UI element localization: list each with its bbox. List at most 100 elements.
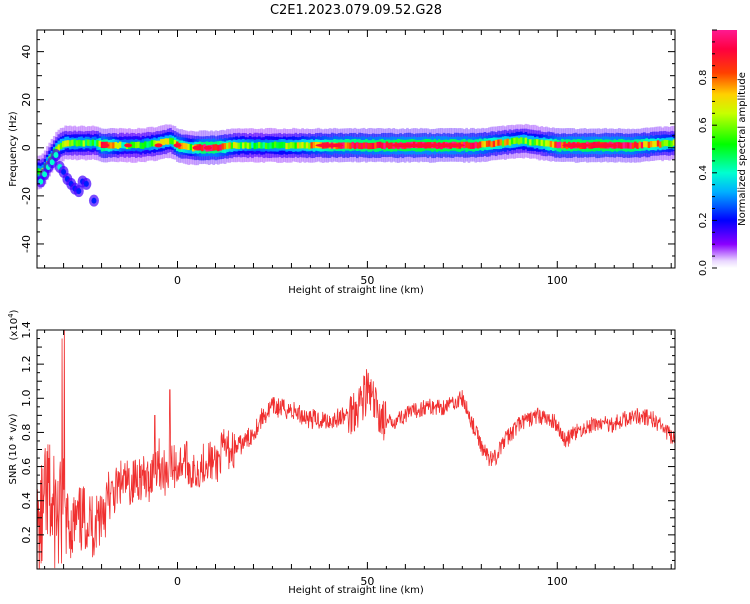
- heatmap-cell: [49, 159, 55, 166]
- heatmap-cell: [410, 143, 439, 148]
- heatmap-cell: [264, 142, 268, 149]
- heatmap-cell: [42, 171, 48, 178]
- y-tick-label: 20: [20, 93, 33, 107]
- heatmap-cell: [387, 142, 391, 149]
- chart-title: C2E1.2023.079.09.52.G28: [270, 3, 442, 18]
- heatmap-cell: [119, 141, 122, 148]
- heatmap-cell: [164, 138, 168, 145]
- heatmap-cell: [180, 142, 184, 150]
- heatmap-cell: [668, 140, 671, 147]
- heatmap-cell: [556, 142, 560, 149]
- heatmap-cell: [75, 140, 79, 147]
- heatmap-cell: [66, 140, 70, 147]
- y-tick-label: 0.6: [20, 458, 33, 476]
- heatmap-cell: [515, 137, 519, 144]
- heatmap-cell: [296, 142, 300, 149]
- heatmap-cell: [305, 142, 309, 149]
- heatmap-cell: [148, 141, 152, 148]
- heatmap-cell: [78, 139, 81, 147]
- heatmap-cell: [53, 152, 59, 159]
- heatmap-cell: [173, 139, 177, 147]
- heatmap-cell: [638, 141, 642, 148]
- heatmap-cell: [522, 137, 525, 145]
- heatmap-cell: [139, 142, 143, 149]
- heatmap-cell: [101, 143, 110, 148]
- spectrogram-ticks: 0 50 100 40 20 0 -20 -40: [20, 30, 675, 287]
- heatmap-cell: [365, 142, 368, 149]
- heatmap-cell: [38, 178, 44, 185]
- heatmap-cell: [80, 140, 83, 147]
- snr-y-label: SNR (10 * v/v): [8, 413, 19, 484]
- heatmap-cell: [636, 142, 639, 149]
- heatmap-cell: [154, 143, 163, 148]
- heatmap-cell: [192, 145, 201, 150]
- heatmap-cell: [474, 141, 478, 148]
- heatmap-cell: [647, 141, 651, 149]
- heatmap-cell: [654, 140, 658, 148]
- heatmap-cell: [137, 141, 140, 148]
- heatmap-cell: [219, 144, 222, 151]
- heatmap-cell: [299, 142, 302, 149]
- snr-y-multiplier: (x104): [7, 309, 20, 340]
- heatmap-cell: [68, 140, 72, 147]
- heatmap-cell: [114, 141, 118, 149]
- colorbar-gradient: [712, 30, 737, 268]
- snr-ticks: 0 50 100 0.2 0.4 0.6 0.8 1.0 1.2 1.4: [20, 321, 675, 588]
- heatmap-cell: [533, 139, 537, 146]
- colorbar-ticks: 0.0 0.2 0.4 0.6 0.8: [698, 29, 717, 276]
- heatmap-cell: [436, 143, 465, 148]
- heatmap-cell: [483, 141, 487, 148]
- heatmap-cell: [255, 142, 259, 149]
- heatmap-cell: [376, 141, 380, 149]
- heatmap-cell: [185, 143, 188, 150]
- x-tick-label: 50: [360, 575, 374, 588]
- heatmap-cell: [315, 143, 344, 148]
- heatmap-cell: [59, 142, 63, 150]
- heatmap-cell: [235, 142, 238, 149]
- heatmap-cell: [242, 142, 245, 149]
- heatmap-cell: [248, 142, 252, 149]
- heatmap-cell: [182, 142, 186, 150]
- heatmap-cell: [549, 140, 553, 148]
- heatmap-cell: [588, 143, 617, 148]
- heatmap-cell: [645, 141, 648, 148]
- heatmap-cell: [64, 140, 67, 147]
- heatmap-cell: [223, 143, 227, 150]
- heatmap-cell: [504, 139, 507, 146]
- heatmap-cell: [465, 141, 468, 148]
- heatmap-cell: [237, 142, 241, 150]
- heatmap-cell: [540, 139, 544, 146]
- heatmap-cell: [476, 142, 480, 149]
- heatmap-cell: [141, 142, 145, 149]
- heatmap-cell: [369, 142, 373, 150]
- heatmap-cell: [273, 141, 277, 148]
- heatmap-cell: [659, 141, 662, 148]
- heatmap-cell: [239, 142, 243, 149]
- colorbar-label: Normalized spectral amplitude: [737, 72, 748, 226]
- heatmap-cell: [640, 142, 644, 149]
- heatmap-cell: [73, 139, 77, 146]
- heatmap-cell: [485, 140, 489, 147]
- heatmap-cell: [112, 142, 115, 149]
- colorbar-tick-label: 0.2: [698, 212, 709, 228]
- heatmap-cell: [353, 142, 357, 150]
- heatmap-cell: [526, 139, 530, 146]
- y-tick-label: 1.4: [20, 321, 33, 339]
- heatmap-cell: [289, 142, 293, 149]
- heatmap-cell: [124, 143, 133, 148]
- y-tick-label: 40: [20, 45, 33, 59]
- heatmap-cell: [76, 188, 82, 195]
- heatmap-cell: [262, 142, 266, 149]
- heatmap-cell: [517, 138, 521, 145]
- y-tick-label: 0.8: [20, 424, 33, 442]
- heatmap-cell: [61, 168, 67, 175]
- heatmap-cell: [98, 140, 102, 148]
- heatmap-cell: [346, 142, 350, 149]
- heatmap-cell: [134, 142, 138, 149]
- heatmap-cell: [665, 140, 669, 147]
- snr-panel: 0 50 100 0.2 0.4 0.6 0.8 1.0 1.2 1.4 Height of st…: [7, 309, 676, 596]
- heatmap-cell: [312, 141, 316, 149]
- heatmap-cell: [538, 139, 541, 146]
- heatmap-cell: [381, 142, 384, 149]
- heatmap-cell: [292, 142, 295, 149]
